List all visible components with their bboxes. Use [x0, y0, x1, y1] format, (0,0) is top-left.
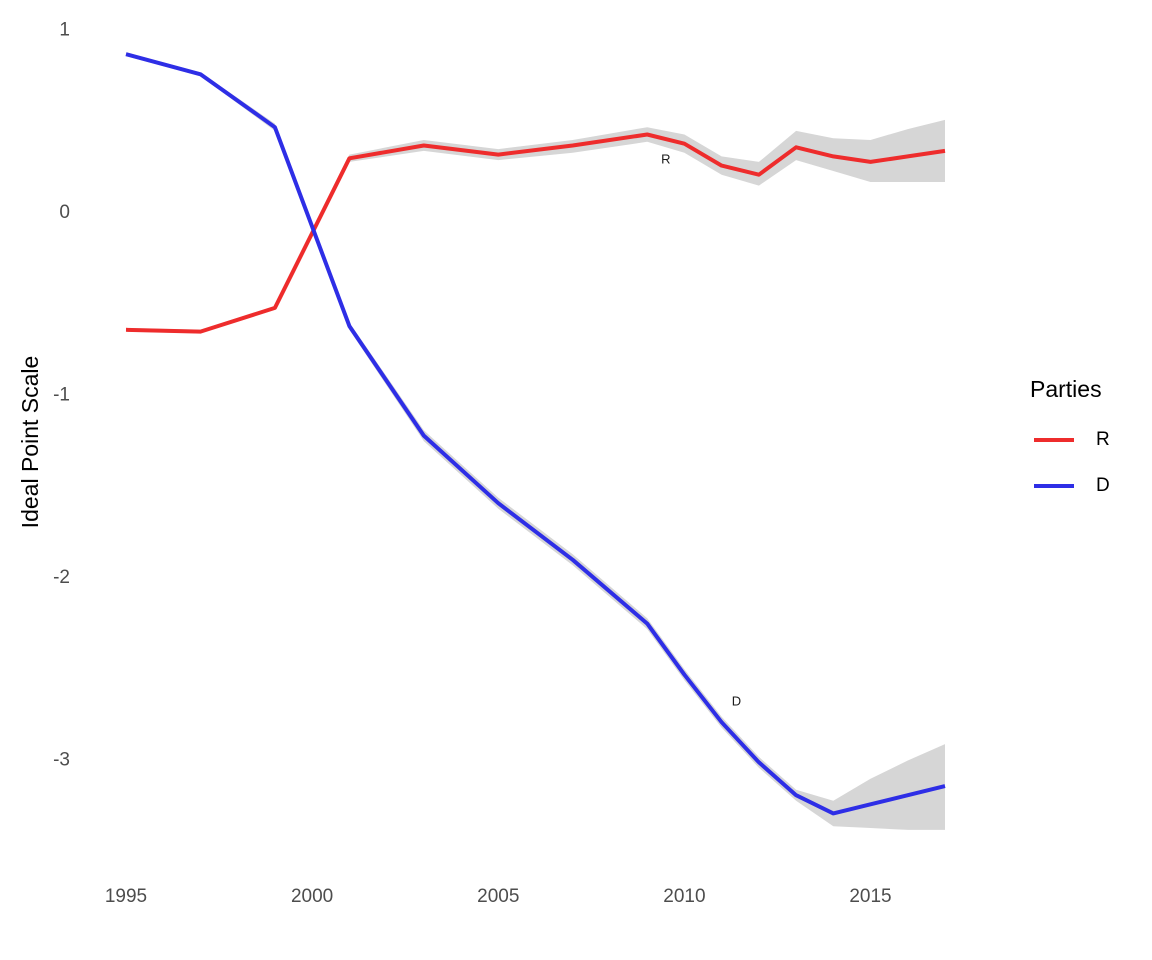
series-line-r — [125, 132, 946, 334]
x-tick-label: 1995 — [105, 886, 147, 907]
ci-ribbon-r — [126, 119, 945, 334]
y-tick-label: -3 — [53, 750, 70, 771]
legend-title: Parties — [1030, 376, 1102, 402]
legend-item-r: R — [1030, 417, 1145, 463]
y-axis-title: Ideal Point Scale — [17, 356, 43, 529]
legend-item-d: D — [1030, 463, 1145, 509]
legend: Parties R D — [1030, 376, 1145, 509]
y-tick-label: 0 — [59, 202, 70, 223]
series-lines — [125, 52, 946, 816]
x-axis-ticks: 1995 2000 2005 2010 2015 — [105, 886, 892, 907]
legend-key-r — [1034, 438, 1074, 442]
annotations: RD — [661, 152, 741, 709]
legend-key-d — [1034, 484, 1074, 488]
x-tick-label: 2005 — [477, 886, 519, 907]
legend-label-r: R — [1096, 429, 1110, 450]
x-tick-label: 2000 — [291, 886, 333, 907]
y-tick-label: -2 — [53, 567, 70, 588]
x-tick-label: 2010 — [663, 886, 705, 907]
annotation-r: R — [661, 152, 670, 167]
y-axis-ticks: 1 0 -1 -2 -3 — [53, 20, 70, 771]
legend-label-d: D — [1096, 475, 1110, 496]
confidence-ribbons — [126, 52, 945, 830]
y-tick-label: 1 — [59, 20, 70, 41]
y-tick-label: -1 — [53, 385, 70, 406]
series-line-d — [125, 52, 946, 816]
annotation-d: D — [732, 694, 741, 709]
ci-ribbon-d — [126, 52, 945, 830]
x-tick-label: 2015 — [849, 886, 891, 907]
